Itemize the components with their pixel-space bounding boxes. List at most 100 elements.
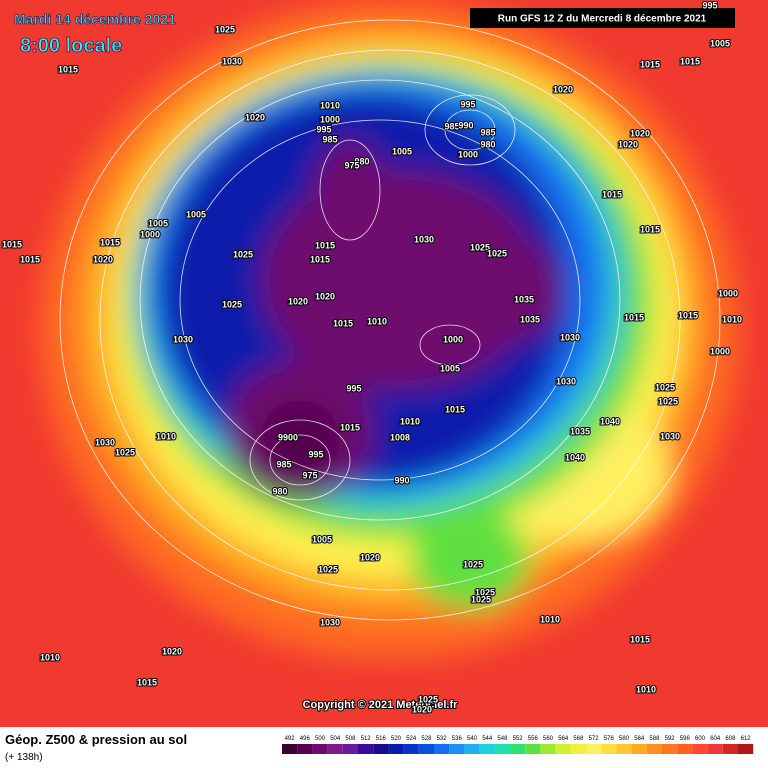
geopotential-field xyxy=(40,0,740,660)
pressure-label: 1025 xyxy=(222,299,242,309)
pressure-label: 1010 xyxy=(400,416,420,426)
pressure-label: 1015 xyxy=(630,634,650,644)
pressure-label: 1020 xyxy=(288,296,308,306)
isobars xyxy=(59,19,721,621)
pressure-label: 995 xyxy=(346,383,361,393)
pressure-label: 985 xyxy=(322,134,337,144)
legend-label: 528 xyxy=(421,736,432,742)
legend-label: 600 xyxy=(695,736,706,742)
legend-swatch xyxy=(494,744,510,754)
pressure-label: 995 xyxy=(702,0,717,10)
pressure-label: 1015 xyxy=(445,404,465,414)
legend-swatch xyxy=(586,744,602,754)
pressure-label: 1025 xyxy=(115,447,135,457)
pressure-label: 980 xyxy=(354,156,369,166)
pressure-label: 1025 xyxy=(655,382,675,392)
legend-swatch xyxy=(449,744,465,754)
run-text: Run GFS 12 Z du Mercredi 8 décembre 2021 xyxy=(498,14,707,25)
pressure-label: 990 xyxy=(394,475,409,485)
pressure-label: 1015 xyxy=(58,64,78,74)
legend-swatch xyxy=(525,744,541,754)
legend-label: 548 xyxy=(497,736,508,742)
pressure-label: 1015 xyxy=(602,189,622,199)
pressure-label: 1000 xyxy=(320,114,340,124)
legend-label: 516 xyxy=(376,736,387,742)
legend-swatch xyxy=(327,744,343,754)
pressure-label: 1025 xyxy=(233,249,253,259)
legend-swatch xyxy=(464,744,480,754)
pressure-label: 1020 xyxy=(315,291,335,301)
run-box xyxy=(470,8,735,28)
legend-label: 604 xyxy=(710,736,721,742)
pressure-label: 1005 xyxy=(312,534,332,544)
legend-label: 584 xyxy=(634,736,645,742)
pressure-label: 1015 xyxy=(137,677,157,687)
legend-label: 568 xyxy=(573,736,584,742)
pressure-label: 1020 xyxy=(618,139,638,149)
pressure-label: 1020 xyxy=(162,646,182,656)
legend-swatch xyxy=(373,744,389,754)
legend-swatch xyxy=(358,744,374,754)
legend-swatch xyxy=(738,744,754,754)
legend-swatch xyxy=(540,744,556,754)
pressure-label: 1005 xyxy=(148,218,168,228)
legend-swatch xyxy=(616,744,632,754)
pressure-label: 1030 xyxy=(660,431,680,441)
legend-swatch xyxy=(312,744,328,754)
pressure-label: 1005 xyxy=(186,209,206,219)
pressure-label: 1030 xyxy=(95,437,115,447)
pressure-label: 975 xyxy=(344,160,359,170)
pressure-label: 1000 xyxy=(710,346,730,356)
pressure-label: 1015 xyxy=(680,56,700,66)
legend-swatch xyxy=(555,744,571,754)
pressure-label: 995 xyxy=(308,449,323,459)
pressure-label: 1000 xyxy=(443,334,463,344)
legend-swatch xyxy=(722,744,738,754)
legend-label: 504 xyxy=(330,736,341,742)
legend-label: 532 xyxy=(437,736,448,742)
pressure-label: 1025 xyxy=(658,396,678,406)
pressure-label: 1030 xyxy=(222,56,242,66)
pressure-label: 1025 xyxy=(470,242,490,252)
legend-label: 580 xyxy=(619,736,630,742)
legend-label: 572 xyxy=(589,736,600,742)
legend-label: 492 xyxy=(285,736,296,742)
pressure-label: 1015 xyxy=(310,254,330,264)
pressure-label: 1015 xyxy=(624,312,644,322)
pressure-label: 1000 xyxy=(458,149,478,159)
pressure-label: 1005 xyxy=(440,363,460,373)
pressure-label: 1015 xyxy=(333,318,353,328)
legend-label: 508 xyxy=(345,736,356,742)
pressure-label: 995 xyxy=(460,99,475,109)
pressure-label: 1030 xyxy=(560,332,580,342)
pressure-label: 985 xyxy=(444,121,459,131)
legend: 492 496 500 504 508 512 516 520 524 528 532 536 540 5… xyxy=(282,736,754,754)
legend-swatch xyxy=(479,744,495,754)
legend-swatch xyxy=(510,744,526,754)
pressure-label: 990 xyxy=(458,120,473,130)
pressure-label: 1035 xyxy=(514,294,534,304)
pressure-label: 1025 xyxy=(463,559,483,569)
pressure-label: 975 xyxy=(302,470,317,480)
legend-label: 524 xyxy=(406,736,417,742)
legend-label: 552 xyxy=(513,736,524,742)
legend-swatch xyxy=(388,744,404,754)
pressure-label: 1015 xyxy=(315,240,335,250)
pressure-label: 1025 xyxy=(318,564,338,574)
pressure-label: 1015 xyxy=(340,422,360,432)
pressure-label: 1025 xyxy=(471,594,491,604)
legend-swatch xyxy=(631,744,647,754)
legend-swatch xyxy=(601,744,617,754)
pressure-label: 1010 xyxy=(320,100,340,110)
legend-label: 588 xyxy=(649,736,660,742)
pressure-label: 1040 xyxy=(600,416,620,426)
pressure-label: 1010 xyxy=(636,684,656,694)
legend-label: 560 xyxy=(543,736,554,742)
pressure-label: 1025 xyxy=(487,248,507,258)
pressure-label: 980 xyxy=(272,486,287,496)
legend-label: 536 xyxy=(452,736,463,742)
pressure-label: 1020 xyxy=(630,128,650,138)
legend-label: 540 xyxy=(467,736,478,742)
legend-swatch xyxy=(677,744,693,754)
